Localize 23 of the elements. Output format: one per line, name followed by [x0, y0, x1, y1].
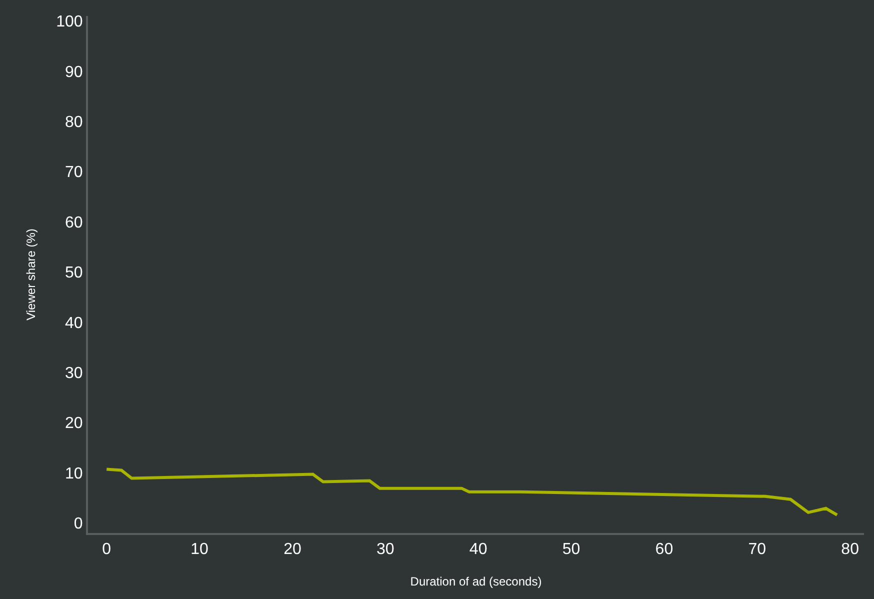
y-tick-label: 50	[65, 264, 83, 282]
x-tick-label: 0	[102, 541, 112, 558]
y-tick-label: 70	[65, 164, 83, 182]
x-axis-title: Duration of ad (seconds)	[410, 574, 542, 589]
y-tick-label: 100	[56, 14, 83, 31]
x-tick-label: 30	[376, 541, 394, 558]
x-tick-label: 60	[655, 541, 674, 558]
x-tick-label: 80	[841, 541, 860, 558]
y-tick-label: 10	[65, 465, 83, 482]
y-tick-label: 20	[65, 415, 83, 432]
line-series	[105, 468, 839, 516]
x-tick-label: 20	[284, 541, 302, 558]
y-tick-label: 0	[74, 516, 83, 533]
x-tick-label: 50	[562, 541, 580, 558]
x-tick-label: 70	[748, 541, 766, 558]
x-tick-label: 40	[469, 541, 488, 558]
x-tick-label: 10	[190, 541, 209, 558]
y-axis-title: Viewer share (%)	[24, 228, 38, 320]
y-tick-label: 80	[65, 114, 83, 132]
y-tick-label: 30	[65, 364, 83, 382]
y-tick-label: 40	[65, 314, 83, 332]
y-tick-label: 90	[65, 64, 83, 81]
y-tick-label: 60	[65, 214, 83, 232]
